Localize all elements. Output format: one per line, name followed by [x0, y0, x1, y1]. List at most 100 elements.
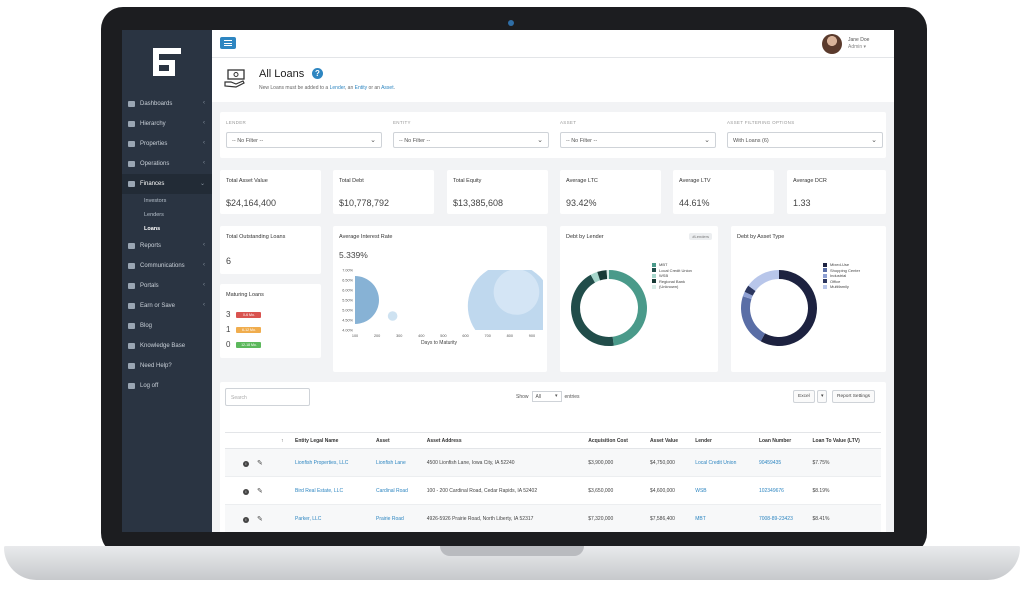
donut-slice[interactable]: [744, 285, 756, 296]
legend-item[interactable]: Regional Bank: [652, 279, 692, 285]
table-row[interactable]: i ✎ Lionfish Properties, LLC Lionfish Lane 4…: [225, 448, 881, 477]
legend-swatch: [823, 262, 827, 267]
lender-select[interactable]: -- No Filter -- ⌄: [226, 132, 382, 148]
stat-value: $24,164,400: [226, 198, 277, 208]
sidebar-item[interactable]: Reports ‹: [122, 236, 212, 256]
table-cell[interactable]: 7008-89-23423: [754, 504, 809, 532]
legend-swatch: [652, 284, 656, 289]
table-cell[interactable]: Local Credit Union: [691, 448, 755, 477]
info-icon[interactable]: i: [243, 516, 249, 523]
edit-icon[interactable]: ✎: [257, 515, 263, 523]
donut-slice[interactable]: [760, 270, 817, 346]
asset-link[interactable]: Asset: [381, 85, 394, 91]
sidebar-item[interactable]: Knowledge Base: [122, 336, 212, 356]
legend-item[interactable]: Shopping Center: [823, 268, 860, 274]
info-icon[interactable]: i: [243, 488, 249, 495]
export-caret-button[interactable]: ▾: [817, 390, 828, 403]
scatter-point[interactable]: [387, 311, 398, 321]
legend-swatch: [652, 268, 656, 273]
column-header[interactable]: Lender: [691, 432, 755, 449]
table-cell[interactable]: MBT: [691, 504, 755, 532]
chevron-icon: ⌄: [199, 181, 205, 187]
sidebar-item[interactable]: Communications ‹: [122, 256, 212, 276]
sidebar-item[interactable]: Finances ⌄: [122, 174, 212, 194]
interest-scatter-chart: 7.00% 6.50% 6.00% 5.50% 5.00% 4.50% 4.00%100 20…: [333, 269, 543, 346]
sidebar-item[interactable]: Operations ‹: [122, 154, 212, 174]
legend-item[interactable]: Office: [823, 279, 860, 285]
donut-slice[interactable]: [571, 274, 614, 346]
sidebar-item[interactable]: Blog: [122, 316, 212, 336]
table-cell[interactable]: Bird Real Estate, LLC: [291, 476, 372, 505]
entity-link[interactable]: Entity: [354, 85, 368, 91]
lenders-chip[interactable]: #Lenders: [689, 233, 712, 240]
chart-title: Debt by Lender: [566, 234, 604, 240]
sidebar-subitem[interactable]: Loans: [144, 226, 161, 232]
sidebar-subitem[interactable]: Lenders: [144, 212, 164, 218]
donut-slice[interactable]: [748, 270, 779, 291]
scatter-point[interactable]: [493, 269, 540, 315]
column-header[interactable]: Loan To Value (LTV): [808, 432, 881, 449]
legend-item[interactable]: MBT: [652, 262, 692, 268]
excel-button[interactable]: Excel: [793, 390, 815, 403]
legend-item[interactable]: Multifamily: [823, 284, 860, 290]
subtitle-sep: or an: [368, 85, 380, 91]
legend-item[interactable]: WSB: [652, 273, 692, 279]
table-cell[interactable]: Lionfish Properties, LLC: [291, 448, 372, 477]
legend-item[interactable]: Industrial: [823, 273, 860, 279]
column-header[interactable]: Acquisition Cost: [584, 432, 646, 449]
scatter-point[interactable]: [333, 276, 379, 324]
edit-icon[interactable]: ✎: [257, 487, 263, 495]
donut-slice[interactable]: [597, 270, 608, 281]
help-icon[interactable]: ?: [312, 68, 323, 79]
entity-select[interactable]: -- No Filter -- ⌄: [393, 132, 549, 148]
sidebar-item[interactable]: Portals ‹: [122, 276, 212, 296]
x-tick-label: 900: [529, 334, 535, 338]
sidebar-item[interactable]: Hierarchy ‹: [122, 114, 212, 134]
sidebar-item[interactable]: Properties ‹: [122, 134, 212, 154]
menu-toggle-button[interactable]: [220, 37, 236, 49]
lender-link[interactable]: Lender: [329, 85, 345, 91]
column-header[interactable]: Asset Address: [422, 432, 585, 449]
table-row[interactable]: i ✎ Parker, LLC Prairie Road 4926-5926 Prair…: [225, 504, 881, 532]
legend-swatch: [652, 279, 656, 284]
table-cell[interactable]: 90459435: [754, 448, 809, 477]
table-cell[interactable]: 102349676: [754, 476, 809, 505]
user-role-dropdown[interactable]: Admin ▾: [848, 44, 867, 50]
table-cell[interactable]: Lionfish Lane: [372, 448, 423, 477]
donut-slice[interactable]: [742, 291, 753, 300]
user-name[interactable]: Jane Doe: [848, 37, 870, 43]
info-icon[interactable]: i: [243, 460, 249, 467]
donut-slice[interactable]: [590, 271, 601, 283]
chevron-down-icon: ⌄: [537, 137, 543, 144]
page-length-select[interactable]: All ▾: [531, 391, 562, 402]
sidebar-subitem[interactable]: Investors: [144, 198, 167, 204]
sidebar-item[interactable]: Log off: [122, 376, 212, 396]
column-header[interactable]: Asset Value: [645, 432, 692, 449]
maturing-title: Maturing Loans: [226, 292, 264, 298]
column-header[interactable]: Asset: [372, 432, 423, 449]
legend-item[interactable]: Mixed-Use: [823, 262, 860, 268]
avatar[interactable]: [822, 34, 842, 54]
search-input[interactable]: Search: [225, 388, 310, 406]
table-row[interactable]: i ✎ Bird Real Estate, LLC Cardinal Road 100 …: [225, 476, 881, 505]
donut-slice[interactable]: [741, 296, 766, 342]
sidebar-item[interactable]: Earn or Save ‹: [122, 296, 212, 316]
edit-icon[interactable]: ✎: [257, 459, 263, 467]
sidebar-item[interactable]: Need Help?: [122, 356, 212, 376]
asset-options-select[interactable]: With Loans (6) ⌄: [727, 132, 883, 148]
table-cell[interactable]: WSB: [691, 476, 755, 505]
table-cell[interactable]: Parker, LLC: [291, 504, 372, 532]
report-settings-button[interactable]: Report Settings: [832, 390, 876, 403]
column-header[interactable]: Entity Legal Name: [291, 432, 372, 449]
table-cell[interactable]: Prairie Road: [372, 504, 423, 532]
sidebar-item[interactable]: Dashboards ‹: [122, 94, 212, 114]
sidebar-item-label: Properties: [140, 141, 168, 147]
donut-slice[interactable]: [609, 270, 647, 346]
legend-item[interactable]: Local Credit Union: [652, 268, 692, 274]
column-header[interactable]: Loan Number: [754, 432, 809, 449]
asset-select[interactable]: -- No Filter -- ⌄: [560, 132, 716, 148]
sort-column-header[interactable]: ↑: [225, 432, 291, 449]
legend-item[interactable]: (Unknown): [652, 284, 692, 290]
donut-slice[interactable]: [606, 270, 609, 280]
table-cell[interactable]: Cardinal Road: [372, 476, 423, 505]
